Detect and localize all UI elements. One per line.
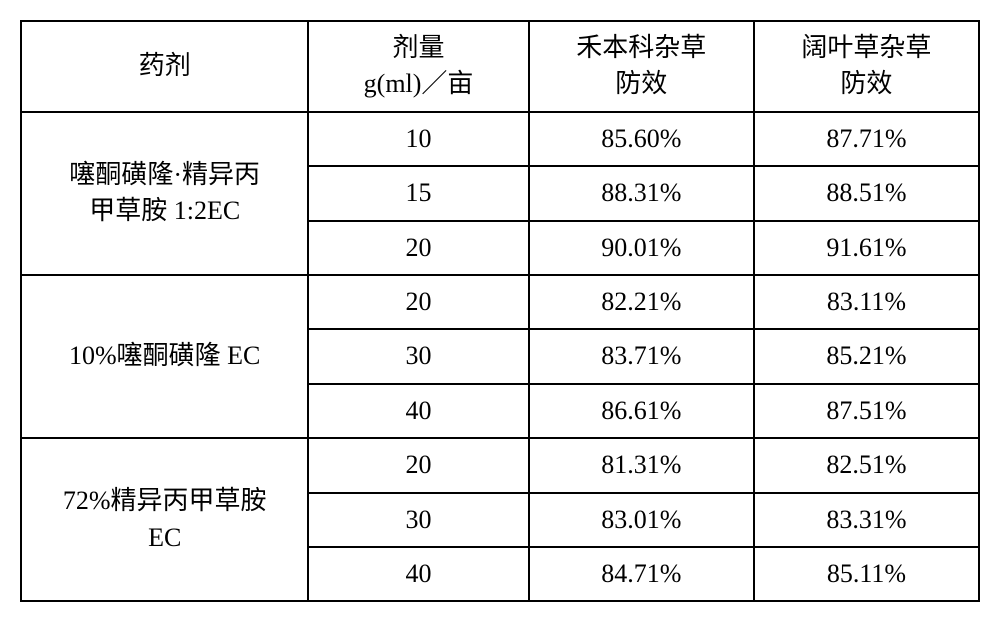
broadleaf-cell: 88.51% — [754, 166, 979, 220]
dose-cell: 20 — [308, 275, 528, 329]
broadleaf-cell: 91.61% — [754, 221, 979, 275]
table-row: 噻酮磺隆·精异丙 甲草胺 1:2EC 10 85.60% 87.71% — [21, 112, 979, 166]
header-text: g(ml)／亩 — [364, 69, 474, 98]
header-text: 禾本科杂草 — [576, 33, 706, 62]
col-header-broadleaf: 阔叶草杂草 防效 — [754, 21, 979, 112]
dose-cell: 40 — [308, 384, 528, 438]
header-text: 药剂 — [139, 51, 191, 80]
header-text: 防效 — [615, 69, 667, 98]
agent-cell: 10%噻酮磺隆 EC — [21, 275, 308, 438]
agent-text: EC — [148, 523, 181, 552]
grass-cell: 81.31% — [529, 438, 754, 492]
broadleaf-cell: 83.31% — [754, 493, 979, 547]
agent-text: 噻酮磺隆·精异丙 — [69, 160, 260, 189]
grass-cell: 85.60% — [529, 112, 754, 166]
grass-cell: 83.01% — [529, 493, 754, 547]
grass-cell: 83.71% — [529, 329, 754, 383]
dose-cell: 20 — [308, 221, 528, 275]
header-text: 防效 — [840, 69, 892, 98]
header-text: 剂量 — [393, 33, 445, 62]
agent-cell: 72%精异丙甲草胺 EC — [21, 438, 308, 601]
broadleaf-cell: 83.11% — [754, 275, 979, 329]
dose-cell: 40 — [308, 547, 528, 601]
dose-cell: 15 — [308, 166, 528, 220]
grass-cell: 88.31% — [529, 166, 754, 220]
agent-text: 72%精异丙甲草胺 — [63, 486, 267, 515]
grass-cell: 84.71% — [529, 547, 754, 601]
header-row: 药剂 剂量 g(ml)／亩 禾本科杂草 防效 阔叶草杂草 防效 — [21, 21, 979, 112]
col-header-grass: 禾本科杂草 防效 — [529, 21, 754, 112]
efficacy-table-container: 药剂 剂量 g(ml)／亩 禾本科杂草 防效 阔叶草杂草 防效 噻酮磺隆·精异丙… — [20, 20, 980, 602]
broadleaf-cell: 87.71% — [754, 112, 979, 166]
dose-cell: 30 — [308, 329, 528, 383]
dose-cell: 10 — [308, 112, 528, 166]
col-header-dose: 剂量 g(ml)／亩 — [308, 21, 528, 112]
table-row: 72%精异丙甲草胺 EC 20 81.31% 82.51% — [21, 438, 979, 492]
agent-text: 甲草胺 1:2EC — [89, 196, 240, 225]
dose-cell: 30 — [308, 493, 528, 547]
dose-cell: 20 — [308, 438, 528, 492]
efficacy-table: 药剂 剂量 g(ml)／亩 禾本科杂草 防效 阔叶草杂草 防效 噻酮磺隆·精异丙… — [20, 20, 980, 602]
broadleaf-cell: 82.51% — [754, 438, 979, 492]
agent-text: 10%噻酮磺隆 EC — [69, 341, 260, 370]
grass-cell: 90.01% — [529, 221, 754, 275]
broadleaf-cell: 85.11% — [754, 547, 979, 601]
broadleaf-cell: 87.51% — [754, 384, 979, 438]
agent-cell: 噻酮磺隆·精异丙 甲草胺 1:2EC — [21, 112, 308, 275]
table-row: 10%噻酮磺隆 EC 20 82.21% 83.11% — [21, 275, 979, 329]
grass-cell: 86.61% — [529, 384, 754, 438]
col-header-agent: 药剂 — [21, 21, 308, 112]
grass-cell: 82.21% — [529, 275, 754, 329]
broadleaf-cell: 85.21% — [754, 329, 979, 383]
header-text: 阔叶草杂草 — [801, 33, 931, 62]
